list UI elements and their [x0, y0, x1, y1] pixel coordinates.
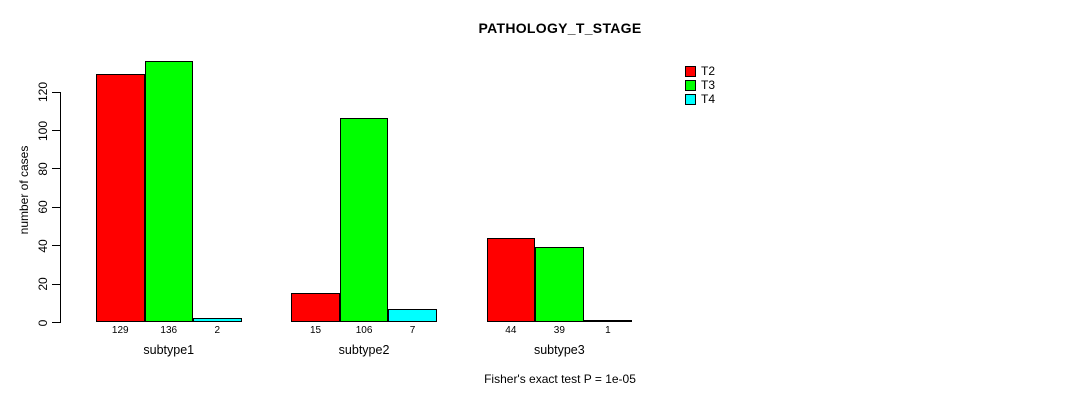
y-tick-label: 100: [36, 120, 50, 141]
y-tick-mark: [52, 91, 60, 93]
y-tick-mark: [52, 168, 60, 170]
y-axis-line: [60, 91, 61, 323]
y-tick-label: 20: [36, 277, 50, 291]
legend-item-T4: T4: [685, 92, 716, 106]
bar-T3-subtype2: [339, 118, 389, 322]
legend-label: T2: [701, 64, 716, 78]
legend-swatch-T3: [685, 80, 696, 91]
y-tick-mark: [52, 206, 60, 208]
bar-T2-subtype2: [291, 293, 340, 322]
x-category-label: subtype2: [338, 342, 390, 357]
x-category-label: subtype1: [143, 342, 195, 357]
y-tick-mark: [52, 322, 60, 323]
y-tick-label: 120: [36, 82, 50, 103]
y-tick-label: 80: [36, 162, 50, 176]
bar-T4-subtype2: [388, 308, 437, 322]
legend-label: T3: [701, 78, 716, 92]
bar-T4-subtype1: [193, 318, 242, 322]
legend-swatch-T4: [685, 94, 696, 105]
y-tick-label: 0: [36, 319, 50, 326]
bar-T3-subtype3: [535, 247, 584, 322]
bar-T4-subtype3: [583, 320, 633, 322]
y-tick-mark: [52, 130, 60, 131]
stat-test-annotation: Fisher's exact test P = 1e-05: [484, 372, 636, 386]
bar-T2-subtype3: [486, 237, 536, 322]
y-tick-label: 60: [36, 200, 50, 214]
bar-value-label: 7: [409, 324, 416, 336]
legend-swatch-T2: [685, 66, 696, 77]
bar-T3-subtype1: [144, 60, 193, 322]
bar-value-label: 136: [160, 324, 178, 336]
bar-T2-subtype1: [96, 74, 145, 322]
y-tick-mark: [52, 283, 60, 285]
y-axis-title: number of cases: [17, 145, 31, 235]
bar-value-label: 1: [605, 324, 611, 336]
y-tick-label: 40: [36, 239, 50, 253]
y-tick-mark: [52, 245, 60, 247]
bar-value-label: 2: [214, 324, 221, 336]
legend: T2 T3 T4: [685, 64, 716, 108]
legend-item-T3: T3: [685, 78, 716, 92]
x-category-label: subtype3: [533, 342, 585, 357]
legend-item-T2: T2: [685, 64, 716, 78]
bar-value-label: 15: [309, 324, 322, 336]
bar-value-label: 39: [553, 324, 565, 336]
legend-label: T4: [701, 92, 716, 106]
bar-value-label: 44: [505, 324, 517, 336]
bar-value-label: 106: [355, 324, 373, 336]
chart-title: PATHOLOGY_T_STAGE: [478, 20, 642, 36]
bar-value-label: 129: [111, 324, 129, 336]
